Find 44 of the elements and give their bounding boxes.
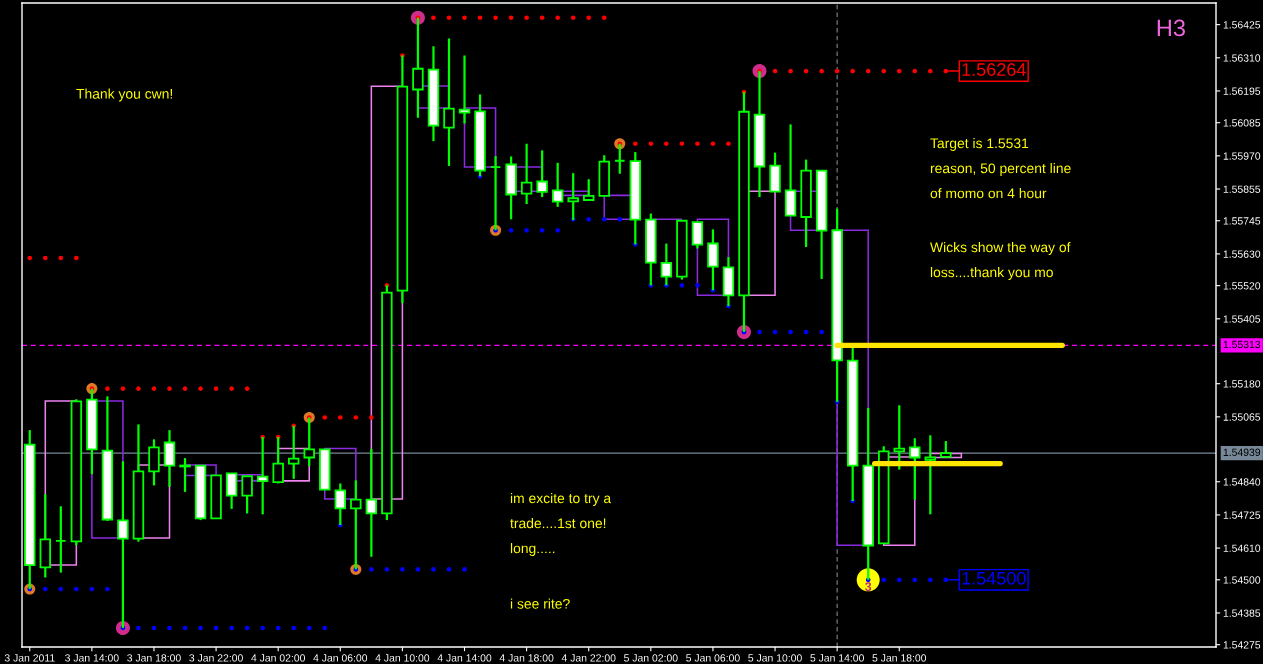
ref-line-label: 1.55313 xyxy=(1223,340,1261,349)
y-tick-label: 1.54610 xyxy=(1223,544,1261,552)
annotation: 3 xyxy=(865,582,872,592)
x-tick-label: 4 Jan 18:00 xyxy=(499,654,554,662)
annotation: H3 xyxy=(1157,19,1185,37)
y-tick-label: 1.54500 xyxy=(1223,576,1261,584)
y-tick-label: 1.55065 xyxy=(1223,413,1261,421)
y-tick-label: 1.54275 xyxy=(1223,641,1261,649)
y-tick-label: 1.56085 xyxy=(1223,119,1261,127)
annotation: Wicks show the way of loss....thank you mo xyxy=(930,242,1071,280)
annotation: 1.54500 xyxy=(962,571,1026,585)
annotation: 1.56264 xyxy=(962,63,1026,76)
y-tick-label: 1.55180 xyxy=(1223,380,1261,388)
x-tick-label: 4 Jan 02:00 xyxy=(251,654,306,662)
x-tick-label: 5 Jan 18:00 xyxy=(872,654,927,662)
y-tick-label: 1.54840 xyxy=(1223,478,1261,486)
x-tick-label: 5 Jan 14:00 xyxy=(810,654,864,662)
y-tick-label: 1.56310 xyxy=(1223,54,1261,62)
x-tick-label: 3 Jan 2011 xyxy=(4,654,55,662)
x-tick-label: 5 Jan 02:00 xyxy=(624,654,678,662)
y-tick-label: 1.56425 xyxy=(1223,21,1261,29)
annotation: i see rite? xyxy=(510,598,570,609)
x-tick-label: 3 Jan 18:00 xyxy=(127,654,181,662)
y-tick-label: 1.55745 xyxy=(1223,217,1261,225)
y-tick-label: 1.54725 xyxy=(1223,511,1261,519)
annotation: im excite to try a trade....1st one! long..... xyxy=(510,493,612,556)
x-tick-label: 4 Jan 10:00 xyxy=(375,654,430,662)
ref-line-label: 1.54939 xyxy=(1223,448,1261,456)
x-tick-label: 5 Jan 06:00 xyxy=(686,654,740,662)
x-tick-label: 4 Jan 06:00 xyxy=(313,654,368,662)
y-tick-label: 1.55970 xyxy=(1223,152,1261,160)
x-tick-label: 4 Jan 22:00 xyxy=(561,654,616,662)
annotation: Target is 1.5531 reason, 50 percent line of momo on 4 hour xyxy=(930,138,1071,199)
x-tick-label: 3 Jan 14:00 xyxy=(65,654,119,662)
annotation: Thank you cwn! xyxy=(76,88,173,102)
y-tick-label: 1.54385 xyxy=(1223,609,1261,617)
y-tick-label: 1.55520 xyxy=(1223,282,1261,290)
x-tick-label: 3 Jan 22:00 xyxy=(189,654,243,662)
y-tick-label: 1.56195 xyxy=(1223,87,1261,95)
x-tick-label: 5 Jan 10:00 xyxy=(748,654,802,662)
y-tick-label: 1.55405 xyxy=(1223,315,1261,323)
y-tick-label: 1.55630 xyxy=(1223,250,1261,258)
y-tick-label: 1.55855 xyxy=(1223,185,1261,193)
x-tick-label: 4 Jan 14:00 xyxy=(437,654,492,662)
